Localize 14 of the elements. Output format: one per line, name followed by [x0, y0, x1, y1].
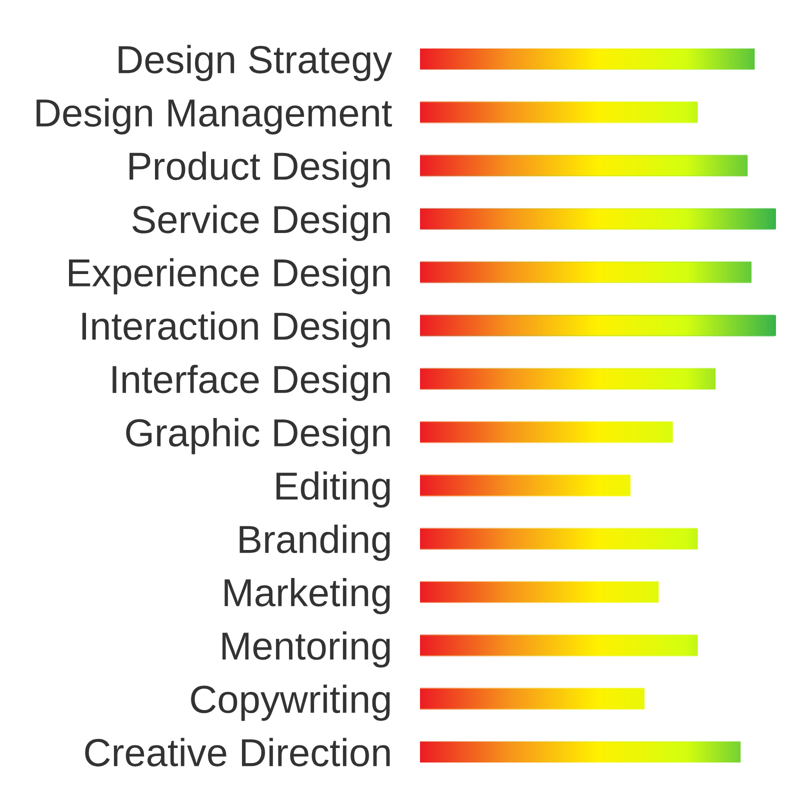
y-tick-label: Creative Direction — [85, 738, 390, 766]
y-tick-label: Graphic Design — [126, 418, 390, 454]
y-tick-label: Service Design — [132, 204, 390, 242]
y-tick-label: Experience Design — [69, 258, 390, 294]
y-tick-label: Copywriting — [191, 684, 390, 721]
y-tick-label: Design Management — [36, 98, 392, 134]
y-tick-label: Editing — [276, 471, 390, 508]
y-tick-label: Mentoring — [222, 631, 390, 668]
y-tick-label: Interface Design — [112, 364, 390, 401]
y-tick-label: Product Design — [130, 152, 390, 188]
y-tick-label: Interaction Design — [82, 311, 390, 348]
y-tick-label: Marketing — [224, 578, 390, 614]
y-tick-label: Branding — [240, 524, 390, 561]
y-tick-label: Design Strategy — [118, 44, 392, 82]
